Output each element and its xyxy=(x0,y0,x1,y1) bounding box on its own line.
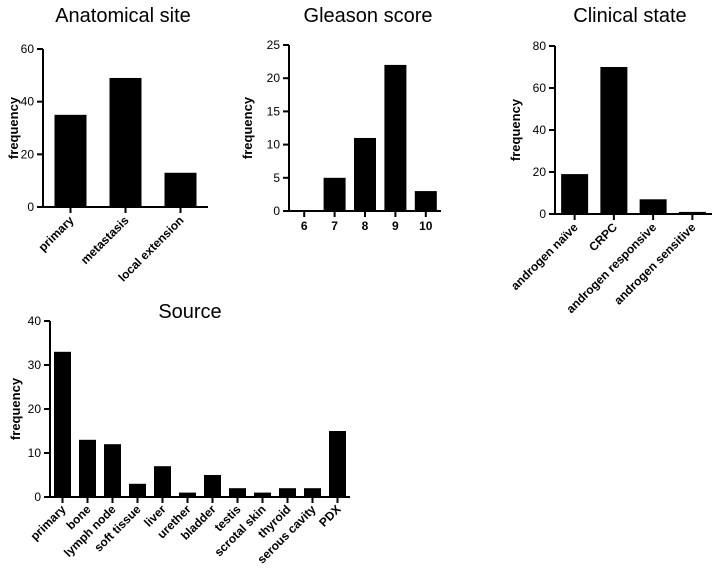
bar-4 xyxy=(678,211,706,214)
y-tick-label: 15 xyxy=(267,104,281,118)
x-tick-label: metastasis xyxy=(78,213,132,267)
x-tick-label: 10 xyxy=(419,219,433,233)
y-tick-label: 60 xyxy=(533,81,547,95)
bar-8 xyxy=(229,488,246,497)
x-tick-label: 6 xyxy=(301,219,308,233)
bar-1 xyxy=(561,174,589,214)
bar-5 xyxy=(414,191,437,211)
bar-6 xyxy=(179,492,196,497)
y-tick-label: 40 xyxy=(21,95,35,109)
y-axis-label: frequency xyxy=(508,98,523,161)
bar-1 xyxy=(54,114,87,207)
y-tick-label: 80 xyxy=(533,39,547,53)
chart-title: Gleason score xyxy=(304,5,433,27)
bar-2 xyxy=(109,77,142,207)
bar-9 xyxy=(254,492,271,497)
chart-title: Clinical state xyxy=(573,5,686,27)
bar-3 xyxy=(639,199,667,214)
y-tick-label: 20 xyxy=(533,165,547,179)
y-tick-label: 10 xyxy=(267,138,281,152)
chart-title: Source xyxy=(158,301,221,323)
bar-5 xyxy=(154,466,171,497)
x-tick-label: CRPC xyxy=(586,220,620,254)
x-tick-label: PDX xyxy=(316,502,343,529)
bar-2 xyxy=(79,439,96,497)
bar-11 xyxy=(304,488,321,497)
chart-clinical-state: Clinical state frequency 0 20 40 60 80 androgen… xyxy=(508,5,712,316)
bar-4 xyxy=(384,64,407,211)
chart-source: Sourcefrequency010203040primarybonelymph… xyxy=(8,301,350,566)
y-tick-label: 10 xyxy=(28,446,42,460)
y-tick-label: 5 xyxy=(273,171,280,185)
chart-gleason-score: Gleason score frequency 0 5 10 15 20 25 6 7 8 9 10 xyxy=(240,5,441,233)
y-tick-label: 0 xyxy=(273,204,280,218)
chart-anatomical-site: Anatomical site frequency 0 20 40 60 primary me… xyxy=(6,5,208,284)
bar-4 xyxy=(129,483,146,497)
y-tick-label: 0 xyxy=(34,490,41,504)
y-tick-label: 30 xyxy=(28,358,42,372)
bar-12 xyxy=(329,431,346,497)
chart-title: Anatomical site xyxy=(55,5,191,27)
y-tick-label: 40 xyxy=(28,314,42,328)
x-tick-label: primary xyxy=(36,213,77,254)
bar-3 xyxy=(164,172,197,207)
y-axis-label: frequency xyxy=(6,96,21,159)
y-tick-label: 0 xyxy=(539,207,546,221)
y-tick-label: 20 xyxy=(267,71,281,85)
bar-3 xyxy=(104,444,121,497)
bar-10 xyxy=(279,488,296,497)
bar-7 xyxy=(204,475,221,497)
x-tick-label: 9 xyxy=(392,219,399,233)
x-tick-label: 7 xyxy=(331,219,338,233)
bar-1 xyxy=(54,351,71,497)
bar-2 xyxy=(323,177,346,211)
bar-2 xyxy=(600,67,628,214)
y-tick-label: 20 xyxy=(28,402,42,416)
x-tick-label: androgen naïve xyxy=(508,220,581,293)
y-tick-label: 0 xyxy=(27,200,34,214)
y-tick-label: 20 xyxy=(21,147,35,161)
y-tick-label: 40 xyxy=(533,123,547,137)
y-tick-label: 25 xyxy=(267,38,281,52)
bar-3 xyxy=(354,137,376,211)
y-axis-label: frequency xyxy=(8,377,23,440)
y-axis-label: frequency xyxy=(240,96,255,159)
x-tick-label: 8 xyxy=(362,219,369,233)
y-tick-label: 60 xyxy=(21,42,35,56)
